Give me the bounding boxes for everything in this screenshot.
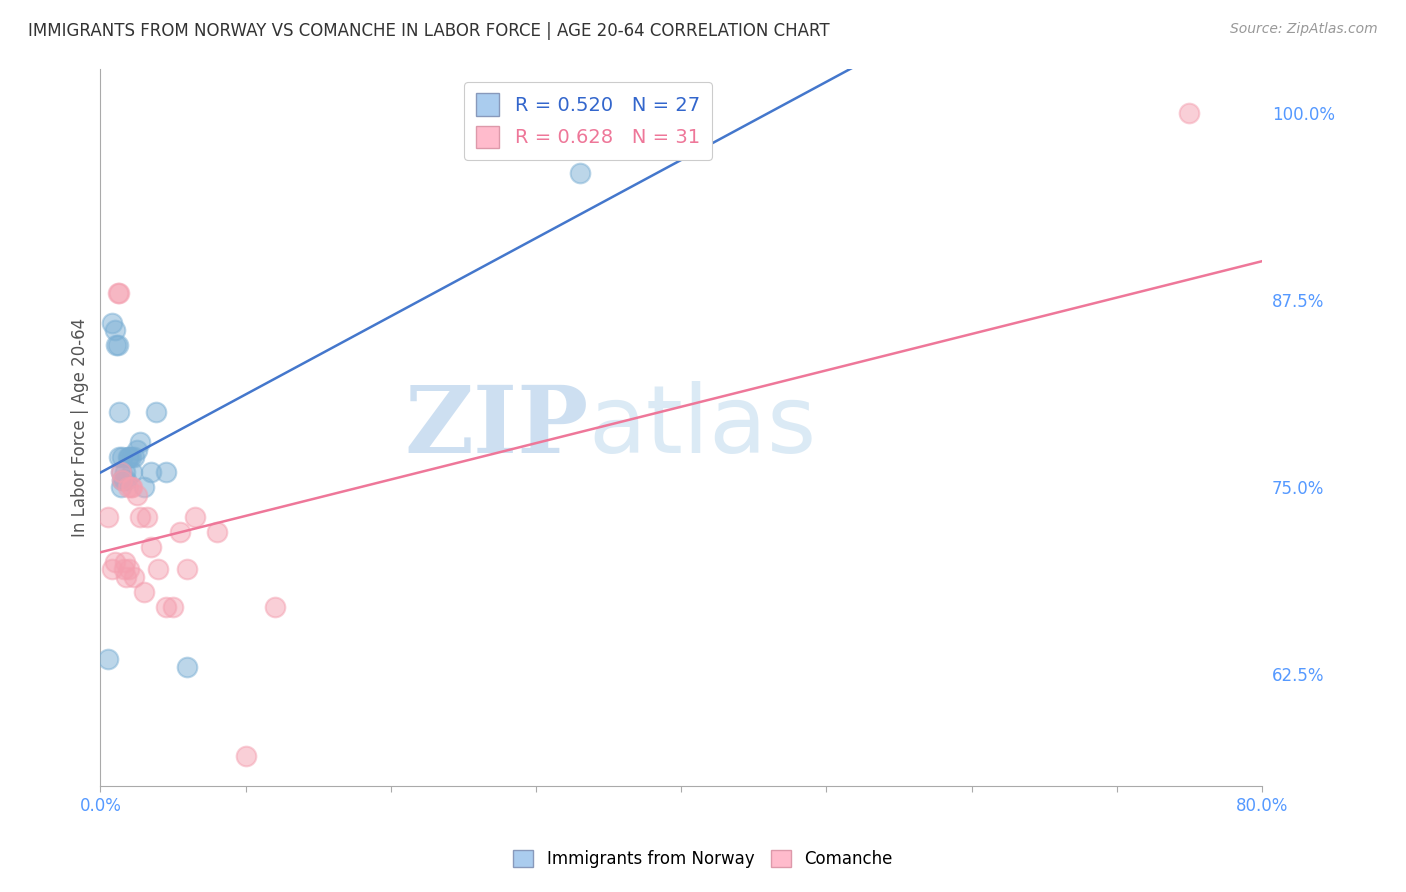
Point: [101, 562, 124, 576]
Point: [117, 450, 139, 465]
Legend: Immigrants from Norway, Comanche: Immigrants from Norway, Comanche: [506, 843, 900, 875]
Point: [122, 570, 145, 584]
Point: [184, 510, 207, 524]
Point: [115, 473, 138, 487]
Point: [110, 465, 132, 479]
Point: [162, 599, 184, 614]
Point: [141, 465, 163, 479]
Point: [112, 562, 135, 576]
Point: [97, 652, 120, 666]
Point: [132, 480, 155, 494]
Point: [125, 487, 148, 501]
Point: [114, 555, 136, 569]
Point: [118, 450, 141, 465]
Point: [155, 599, 177, 614]
Point: [148, 562, 170, 576]
Text: atlas: atlas: [588, 382, 817, 474]
Point: [453, 809, 475, 823]
Point: [107, 338, 129, 352]
Point: [105, 338, 128, 352]
Y-axis label: In Labor Force | Age 20-64: In Labor Force | Age 20-64: [72, 318, 89, 537]
Point: [112, 473, 135, 487]
Legend: R = 0.520   N = 27, R = 0.628   N = 31: R = 0.520 N = 27, R = 0.628 N = 31: [464, 82, 711, 160]
Point: [125, 442, 148, 457]
Point: [122, 450, 145, 465]
Text: IMMIGRANTS FROM NORWAY VS COMANCHE IN LABOR FORCE | AGE 20-64 CORRELATION CHART: IMMIGRANTS FROM NORWAY VS COMANCHE IN LA…: [28, 22, 830, 40]
Point: [120, 450, 142, 465]
Point: [110, 465, 132, 479]
Point: [111, 473, 134, 487]
Point: [114, 465, 136, 479]
Point: [1178, 106, 1201, 120]
Point: [108, 285, 131, 300]
Point: [101, 316, 124, 330]
Point: [169, 524, 191, 539]
Point: [121, 480, 143, 494]
Point: [111, 473, 134, 487]
Point: [111, 450, 134, 465]
Point: [155, 465, 177, 479]
Point: [121, 465, 143, 479]
Point: [115, 570, 138, 584]
Point: [110, 480, 132, 494]
Text: Source: ZipAtlas.com: Source: ZipAtlas.com: [1230, 22, 1378, 37]
Point: [104, 555, 127, 569]
Point: [107, 285, 129, 300]
Text: ZIP: ZIP: [404, 383, 588, 473]
Point: [135, 510, 157, 524]
Point: [108, 450, 131, 465]
Point: [145, 405, 167, 419]
Point: [128, 435, 150, 450]
Point: [128, 510, 150, 524]
Point: [176, 562, 198, 576]
Point: [120, 480, 142, 494]
Point: [176, 659, 198, 673]
Point: [263, 599, 285, 614]
Point: [568, 166, 591, 180]
Point: [235, 749, 257, 764]
Point: [118, 562, 141, 576]
Point: [104, 323, 127, 337]
Point: [97, 510, 120, 524]
Point: [205, 524, 228, 539]
Point: [132, 584, 155, 599]
Point: [117, 480, 139, 494]
Point: [141, 540, 163, 554]
Point: [108, 405, 131, 419]
